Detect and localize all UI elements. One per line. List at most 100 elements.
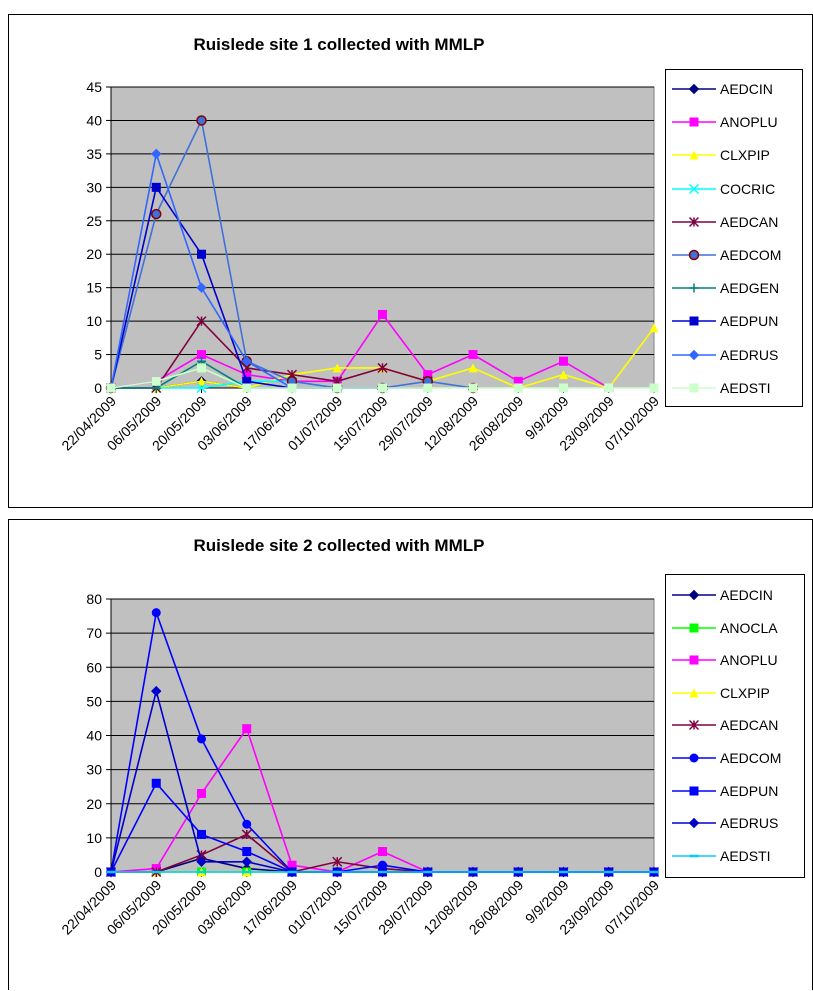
legend-item-aedcom: AEDCOM <box>672 245 781 265</box>
legend-swatch <box>672 183 716 194</box>
legend-marker <box>689 753 699 763</box>
data-point <box>604 383 614 393</box>
legend-label: AEDRUS <box>720 346 779 363</box>
legend-label: AEDSTI <box>720 847 771 864</box>
legend-label: AEDCIN <box>720 587 773 603</box>
data-point <box>196 115 207 126</box>
chart-title: Ruislede site 1 collected with MMLP <box>193 35 485 54</box>
y-tick-label: 45 <box>86 79 102 95</box>
legend-marker <box>688 720 700 731</box>
legend-item-aedsti: AEDSTI <box>672 378 771 398</box>
legend-marker <box>688 817 700 829</box>
y-tick-label: 20 <box>86 796 102 812</box>
data-point <box>332 363 342 373</box>
data-point <box>151 208 162 220</box>
legend-swatch <box>672 117 716 127</box>
data-point <box>378 383 387 393</box>
data-point <box>106 383 116 393</box>
data-point <box>196 316 207 327</box>
y-tick-label: 60 <box>86 659 102 675</box>
chart-title: Ruislede site 2 collected with MMLP <box>193 536 485 555</box>
legend-marker <box>688 249 700 261</box>
legend-item-aedcin: AEDCIN <box>672 79 773 99</box>
data-point <box>151 685 162 697</box>
data-point <box>197 363 206 373</box>
data-point <box>378 309 387 319</box>
legend-item-aedrus: AEDRUS <box>672 813 778 833</box>
data-point <box>559 383 568 393</box>
data-point <box>242 819 252 829</box>
legend-item-aedgen: AEDGEN <box>672 278 779 298</box>
legend-label: COCRIC <box>720 180 776 197</box>
y-tick-label: 5 <box>94 347 102 363</box>
y-tick-label: 10 <box>86 830 102 846</box>
legend-swatch <box>672 83 716 95</box>
data-point <box>242 376 252 386</box>
legend-marker <box>688 589 700 601</box>
legend-marker <box>689 786 699 796</box>
y-tick-label: 30 <box>86 762 102 778</box>
legend-marker <box>689 316 699 326</box>
data-point <box>468 383 478 393</box>
chart-site-1: Ruislede site 1 collected with MMLP 0 5 10… <box>8 14 813 508</box>
legend-label: CLXPIP <box>720 147 770 164</box>
data-point <box>332 856 343 867</box>
legend-marker <box>689 383 699 393</box>
y-tick-label: 0 <box>94 864 102 880</box>
data-point <box>242 724 252 734</box>
legend-item-aedcan: AEDCAN <box>672 212 778 232</box>
legend-label: ANOPLU <box>720 652 778 669</box>
legend-item-anocla: ANOCLA <box>672 618 778 638</box>
legend-marker <box>689 283 699 293</box>
y-tick-label: 35 <box>86 146 102 162</box>
chart-legend: AEDCIN ANOPLU CLXPIP COCRIC AEDCAN AEDCOM AEDG… <box>665 69 803 407</box>
data-point <box>151 778 161 788</box>
data-point <box>378 847 387 857</box>
legend-item-aedsti: AEDSTI <box>672 846 771 866</box>
data-point <box>559 356 568 366</box>
data-point <box>649 323 659 333</box>
legend-item-aedcin: AEDCIN <box>672 585 773 605</box>
legend-label: CLXPIP <box>720 684 770 701</box>
legend-marker <box>688 183 700 194</box>
legend-label: AEDGEN <box>720 280 780 297</box>
legend-label: ANOCLA <box>720 619 778 636</box>
legend-item-aedcan: AEDCAN <box>672 715 778 735</box>
legend-swatch <box>672 753 716 763</box>
data-point <box>242 383 252 393</box>
legend-label: AEDCAN <box>720 213 779 230</box>
data-point <box>423 370 433 380</box>
y-tick-label: 10 <box>86 313 102 329</box>
legend-label: AEDCOM <box>720 750 782 766</box>
y-tick-label: 15 <box>86 280 102 296</box>
data-point <box>197 350 206 360</box>
data-point <box>196 856 207 867</box>
data-point <box>468 350 478 360</box>
legend-swatch <box>672 720 716 731</box>
y-tick-label: 30 <box>86 179 102 195</box>
legend-swatch <box>672 316 716 326</box>
legend-swatch <box>672 283 716 293</box>
legend-swatch <box>672 854 716 858</box>
data-point <box>377 362 388 373</box>
legend-swatch <box>672 349 716 360</box>
data-point <box>197 829 206 839</box>
data-point <box>242 370 252 380</box>
data-point <box>196 382 207 394</box>
legend-marker <box>688 216 700 227</box>
data-point <box>287 860 297 870</box>
legend-label: AEDRUS <box>720 815 779 832</box>
series-aedsti <box>106 363 659 393</box>
legend-label: AEDCAN <box>720 717 779 734</box>
y-tick-label: 80 <box>86 591 102 607</box>
legend-label: AEDPUN <box>720 782 779 799</box>
y-tick-label: 70 <box>86 625 102 641</box>
data-point <box>378 860 387 870</box>
data-point <box>197 734 206 744</box>
legend-item-aedrus: AEDRUS <box>672 345 778 365</box>
data-point <box>513 383 523 393</box>
legend-label: AEDSTI <box>720 379 771 396</box>
y-tick-label: 50 <box>86 693 102 709</box>
chart-plot: 05101520253035404522/04/200906/05/200920… <box>58 79 662 454</box>
legend-swatch <box>672 383 716 393</box>
